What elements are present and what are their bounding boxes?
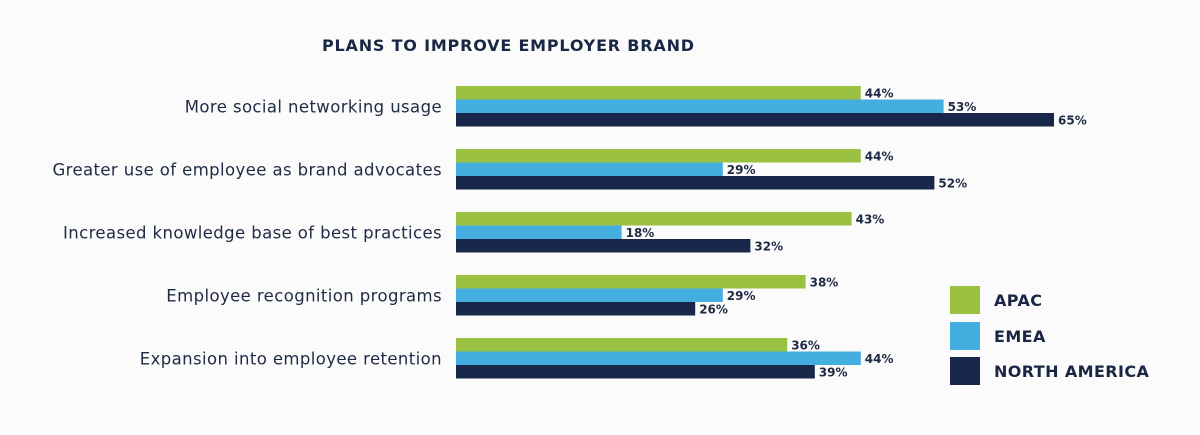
data-label: 38% [810,276,839,290]
data-label: 26% [699,303,728,317]
bar-apac [456,212,852,226]
data-label: 36% [791,339,820,353]
legend-swatch-emea [950,322,980,350]
bar-north-america [456,239,751,253]
data-label: 29% [727,163,756,177]
bar-emea [456,162,723,176]
bar-emea [456,351,861,365]
bar-north-america [456,113,1054,127]
legend-swatch-apac [950,286,980,314]
category-label: Employee recognition programs [166,286,442,305]
data-label: 39% [819,366,848,380]
chart-title: PLANS TO IMPROVE EMPLOYER BRAND [322,36,695,55]
bar-emea [456,225,622,239]
category-label: Greater use of employee as brand advocat… [52,160,442,179]
data-label: 44% [865,87,894,101]
data-label: 65% [1058,114,1087,128]
legend-label: NORTH AMERICA [994,362,1150,381]
data-label: 52% [938,177,967,191]
legend-swatch-north-america [950,357,980,385]
bar-apac [456,338,788,352]
category-label: Increased knowledge base of best practic… [63,223,442,242]
data-label: 29% [727,289,756,303]
category-label: More social networking usage [185,97,442,116]
data-label: 18% [626,226,655,240]
bar-north-america [456,176,935,190]
bar-apac [456,275,806,289]
bar-emea [456,99,944,113]
bar-north-america [456,365,815,379]
data-label: 44% [865,352,894,366]
legend-label: APAC [994,291,1042,310]
bar-apac [456,149,861,163]
data-label: 44% [865,150,894,164]
data-label: 43% [856,213,885,227]
bar-emea [456,288,723,302]
data-label: 32% [754,240,783,254]
bar-apac [456,86,861,100]
data-label: 53% [948,100,977,114]
legend-label: EMEA [994,327,1046,346]
category-label: Expansion into employee retention [140,349,442,368]
bar-north-america [456,302,696,316]
